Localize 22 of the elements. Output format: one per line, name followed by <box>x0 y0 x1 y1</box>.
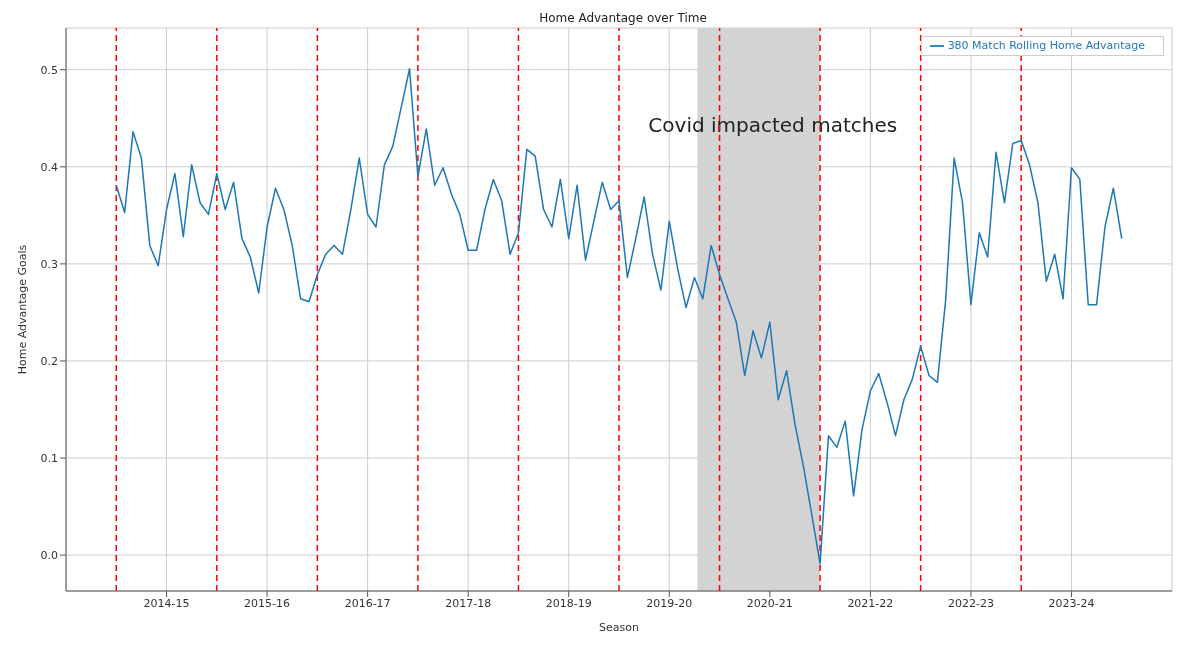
x-tick-label: 2019-20 <box>646 596 693 610</box>
y-tick-label: 0.2 <box>40 354 58 368</box>
chart-title: Home Advantage over Time <box>539 11 707 25</box>
y-tick-label: 0.5 <box>40 63 58 77</box>
x-tick-label: 2017-18 <box>445 596 492 610</box>
x-tick-label: 2020-21 <box>746 596 793 610</box>
legend-label: 380 Match Rolling Home Advantage <box>947 39 1145 52</box>
annotation: Covid impacted matches <box>648 113 898 137</box>
y-tick-label: 0.3 <box>40 257 58 271</box>
x-tick-label: 2016-17 <box>344 596 391 610</box>
line-series <box>115 68 1123 565</box>
x-tick-label: 2014-15 <box>143 596 190 610</box>
y-tick-label: 0.1 <box>40 451 58 465</box>
x-tick-label: 2015-16 <box>244 596 291 610</box>
x-tick-label: 2023-24 <box>1048 596 1095 610</box>
x-tick-label: 2021-22 <box>847 596 894 610</box>
x-tick-label: 2018-19 <box>545 596 592 610</box>
y-tick-label: 0.4 <box>40 160 58 174</box>
x-axis-title: Season <box>599 621 639 634</box>
x-tick-label: 2022-23 <box>947 596 994 610</box>
y-axis-title: Home Advantage Goals <box>15 244 29 375</box>
y-tick-label: 0.0 <box>40 548 58 562</box>
